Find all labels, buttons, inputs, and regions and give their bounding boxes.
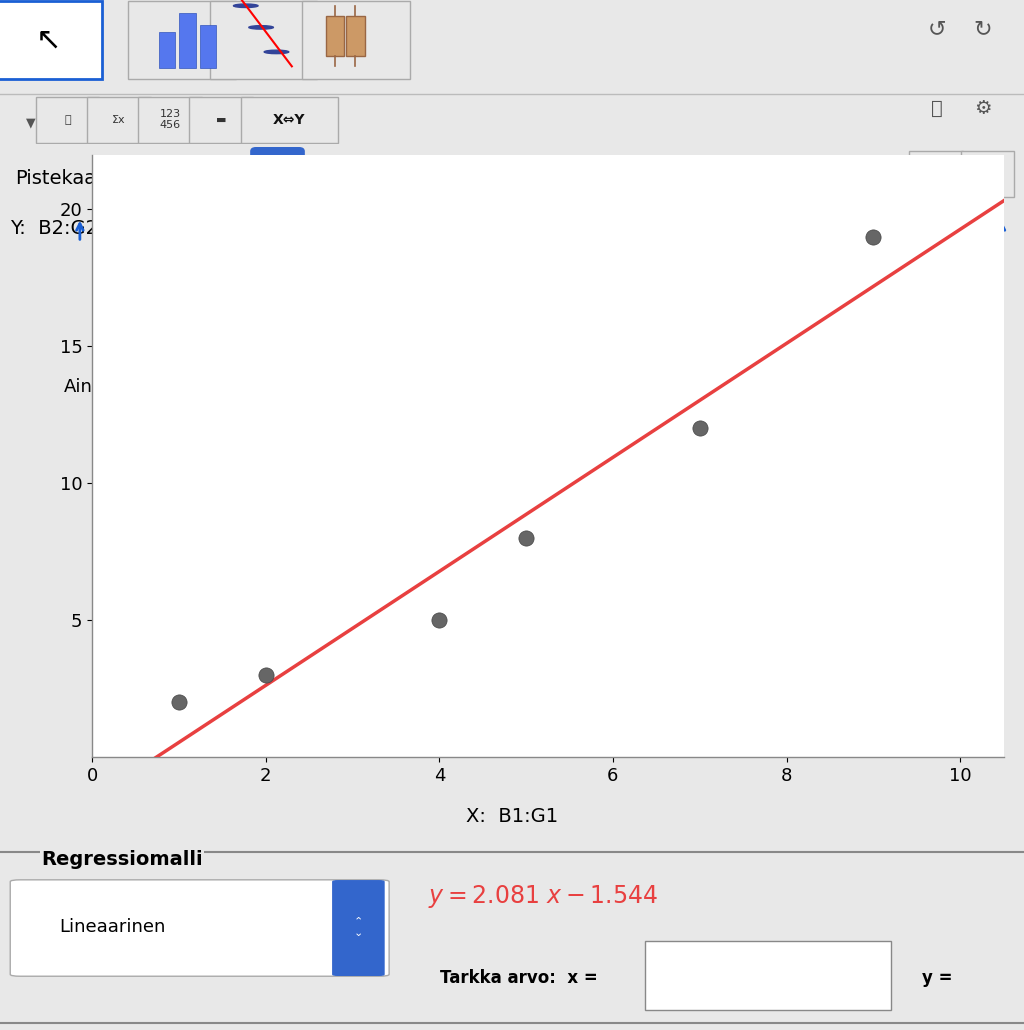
FancyBboxPatch shape bbox=[10, 880, 389, 976]
Text: X:  B1:G1: X: B1:G1 bbox=[466, 808, 558, 826]
Point bbox=[171, 694, 187, 711]
Text: ↺: ↺ bbox=[928, 19, 946, 39]
FancyBboxPatch shape bbox=[333, 881, 384, 975]
Text: ⌃
⌄: ⌃ ⌄ bbox=[272, 157, 283, 184]
Text: X⇔Y: X⇔Y bbox=[272, 112, 305, 127]
FancyBboxPatch shape bbox=[909, 151, 963, 197]
FancyBboxPatch shape bbox=[87, 97, 151, 143]
Text: y =: y = bbox=[922, 969, 952, 987]
Text: Y:  B2:G2: Y: B2:G2 bbox=[10, 218, 98, 238]
FancyBboxPatch shape bbox=[128, 1, 236, 79]
FancyBboxPatch shape bbox=[138, 97, 202, 143]
FancyBboxPatch shape bbox=[251, 147, 304, 194]
Text: 123
456: 123 456 bbox=[160, 109, 180, 131]
Text: Pistekaavio: Pistekaavio bbox=[15, 169, 126, 187]
Text: Tilastot: Tilastot bbox=[123, 357, 189, 375]
Point bbox=[258, 666, 274, 683]
Text: Regressiomalli: Regressiomalli bbox=[41, 850, 203, 869]
FancyBboxPatch shape bbox=[159, 32, 175, 68]
Point bbox=[518, 529, 535, 546]
Text: ⌃
⌄: ⌃ ⌄ bbox=[353, 917, 364, 938]
Text: Jäännöskuvio: Jäännöskuvio bbox=[223, 315, 342, 334]
Text: Lineaarinen: Lineaarinen bbox=[59, 918, 166, 936]
FancyBboxPatch shape bbox=[302, 1, 410, 79]
Text: Σx: Σx bbox=[112, 114, 126, 125]
Circle shape bbox=[264, 50, 289, 54]
Point bbox=[431, 612, 447, 628]
Text: Aineisto: Aineisto bbox=[63, 378, 136, 397]
FancyBboxPatch shape bbox=[210, 1, 317, 79]
FancyBboxPatch shape bbox=[36, 97, 99, 143]
Text: Data: Data bbox=[178, 337, 221, 354]
Text: ⚙: ⚙ bbox=[974, 99, 992, 117]
FancyBboxPatch shape bbox=[346, 15, 365, 57]
Text: ◁: ◁ bbox=[929, 166, 943, 183]
Text: Vaihda x- ja y.: Vaihda x- ja y. bbox=[292, 295, 418, 312]
Text: Tarkka arvo:  x =: Tarkka arvo: x = bbox=[440, 969, 598, 987]
Text: ↗: ↗ bbox=[980, 166, 994, 183]
Circle shape bbox=[233, 4, 258, 7]
Text: $y = 2.081\ x - 1.544$: $y = 2.081\ x - 1.544$ bbox=[428, 883, 657, 911]
FancyBboxPatch shape bbox=[961, 151, 1014, 197]
Text: ▬: ▬ bbox=[216, 114, 226, 125]
Circle shape bbox=[249, 26, 273, 29]
Text: ✋: ✋ bbox=[65, 114, 71, 125]
FancyBboxPatch shape bbox=[0, 1, 102, 79]
Text: ↻: ↻ bbox=[974, 19, 992, 39]
Text: ▼: ▼ bbox=[26, 116, 35, 129]
FancyBboxPatch shape bbox=[200, 25, 216, 68]
Text: ↖: ↖ bbox=[36, 26, 61, 55]
FancyBboxPatch shape bbox=[179, 13, 196, 68]
FancyBboxPatch shape bbox=[326, 15, 344, 57]
FancyBboxPatch shape bbox=[241, 97, 338, 143]
FancyBboxPatch shape bbox=[189, 97, 253, 143]
Point bbox=[865, 229, 882, 245]
Point bbox=[691, 420, 708, 437]
FancyBboxPatch shape bbox=[0, 852, 1024, 1023]
Text: ⓪: ⓪ bbox=[931, 99, 943, 117]
FancyBboxPatch shape bbox=[645, 941, 891, 1009]
Text: Muokaa kuvaajaa
Siirrä Kuvaaja piirtoalueelle yms.: Muokaa kuvaajaa Siirrä Kuvaaja piirtoalu… bbox=[686, 241, 959, 284]
